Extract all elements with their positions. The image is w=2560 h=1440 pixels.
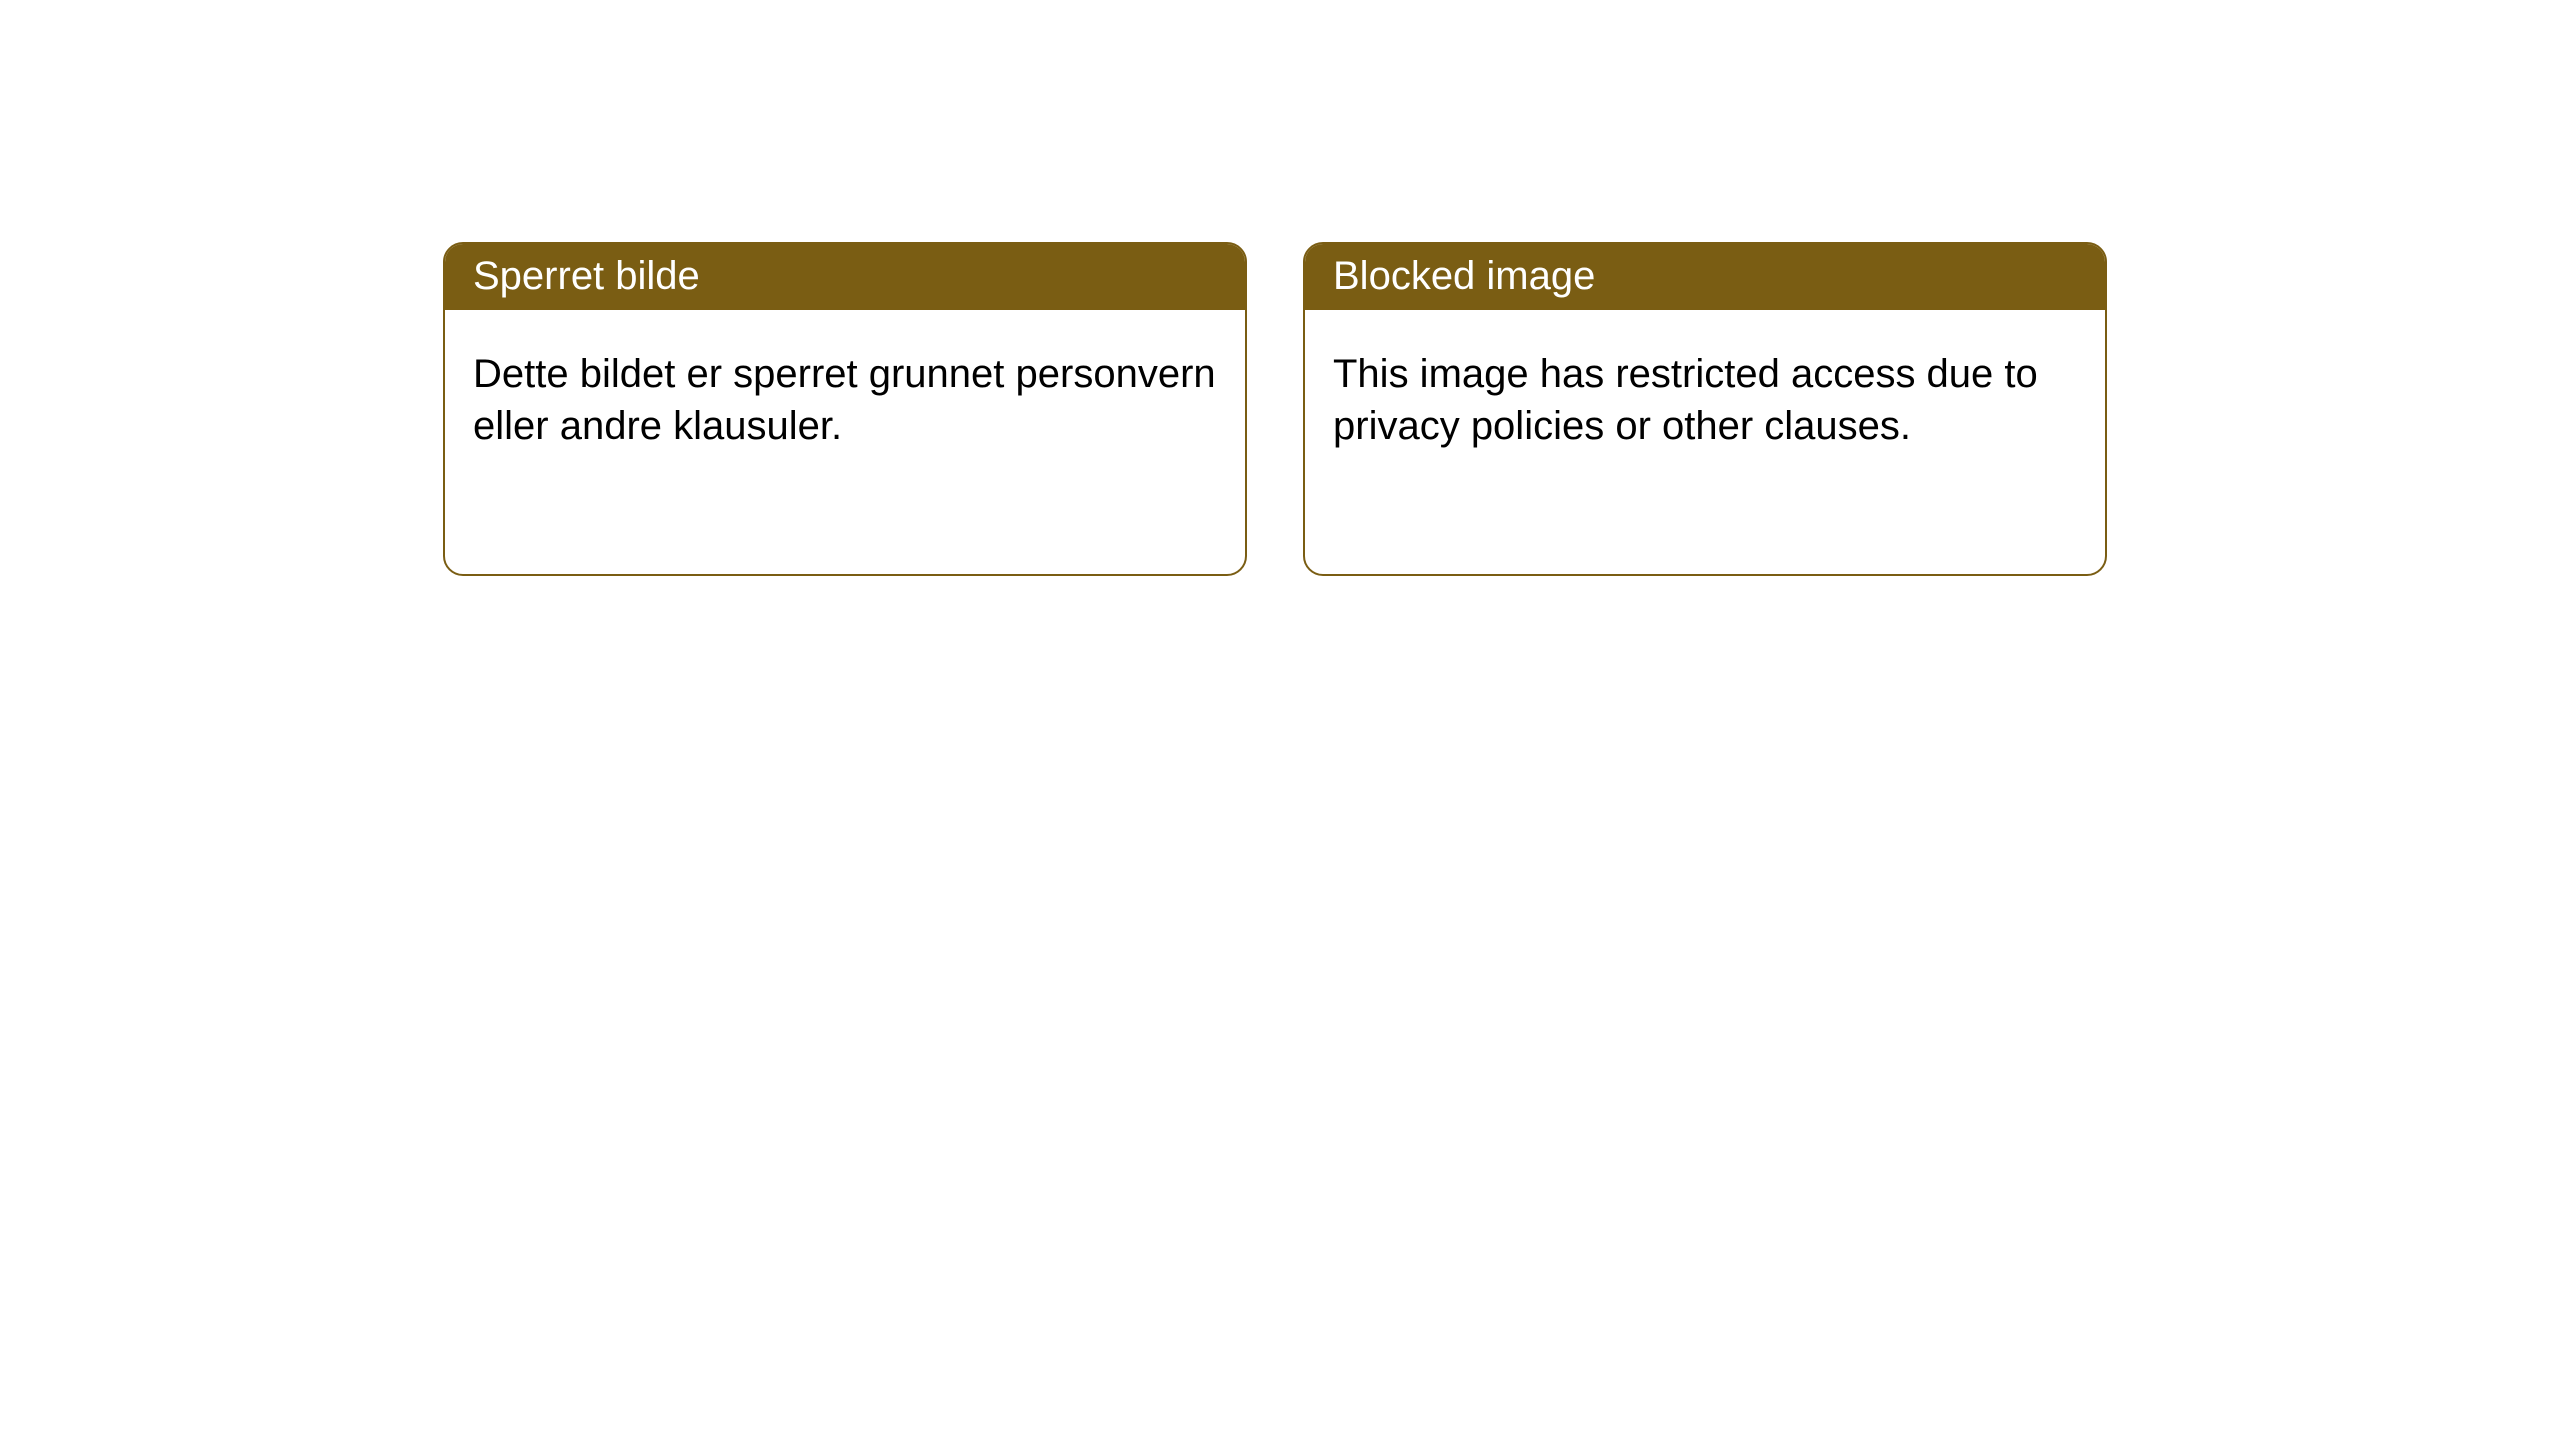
blocked-image-card-english: Blocked image This image has restricted … [1303,242,2107,576]
card-header-norwegian: Sperret bilde [445,244,1245,310]
blocked-image-card-norwegian: Sperret bilde Dette bildet er sperret gr… [443,242,1247,576]
card-body-norwegian: Dette bildet er sperret grunnet personve… [445,310,1245,480]
card-body-english: This image has restricted access due to … [1305,310,2105,480]
card-container: Sperret bilde Dette bildet er sperret gr… [0,0,2560,576]
card-header-english: Blocked image [1305,244,2105,310]
